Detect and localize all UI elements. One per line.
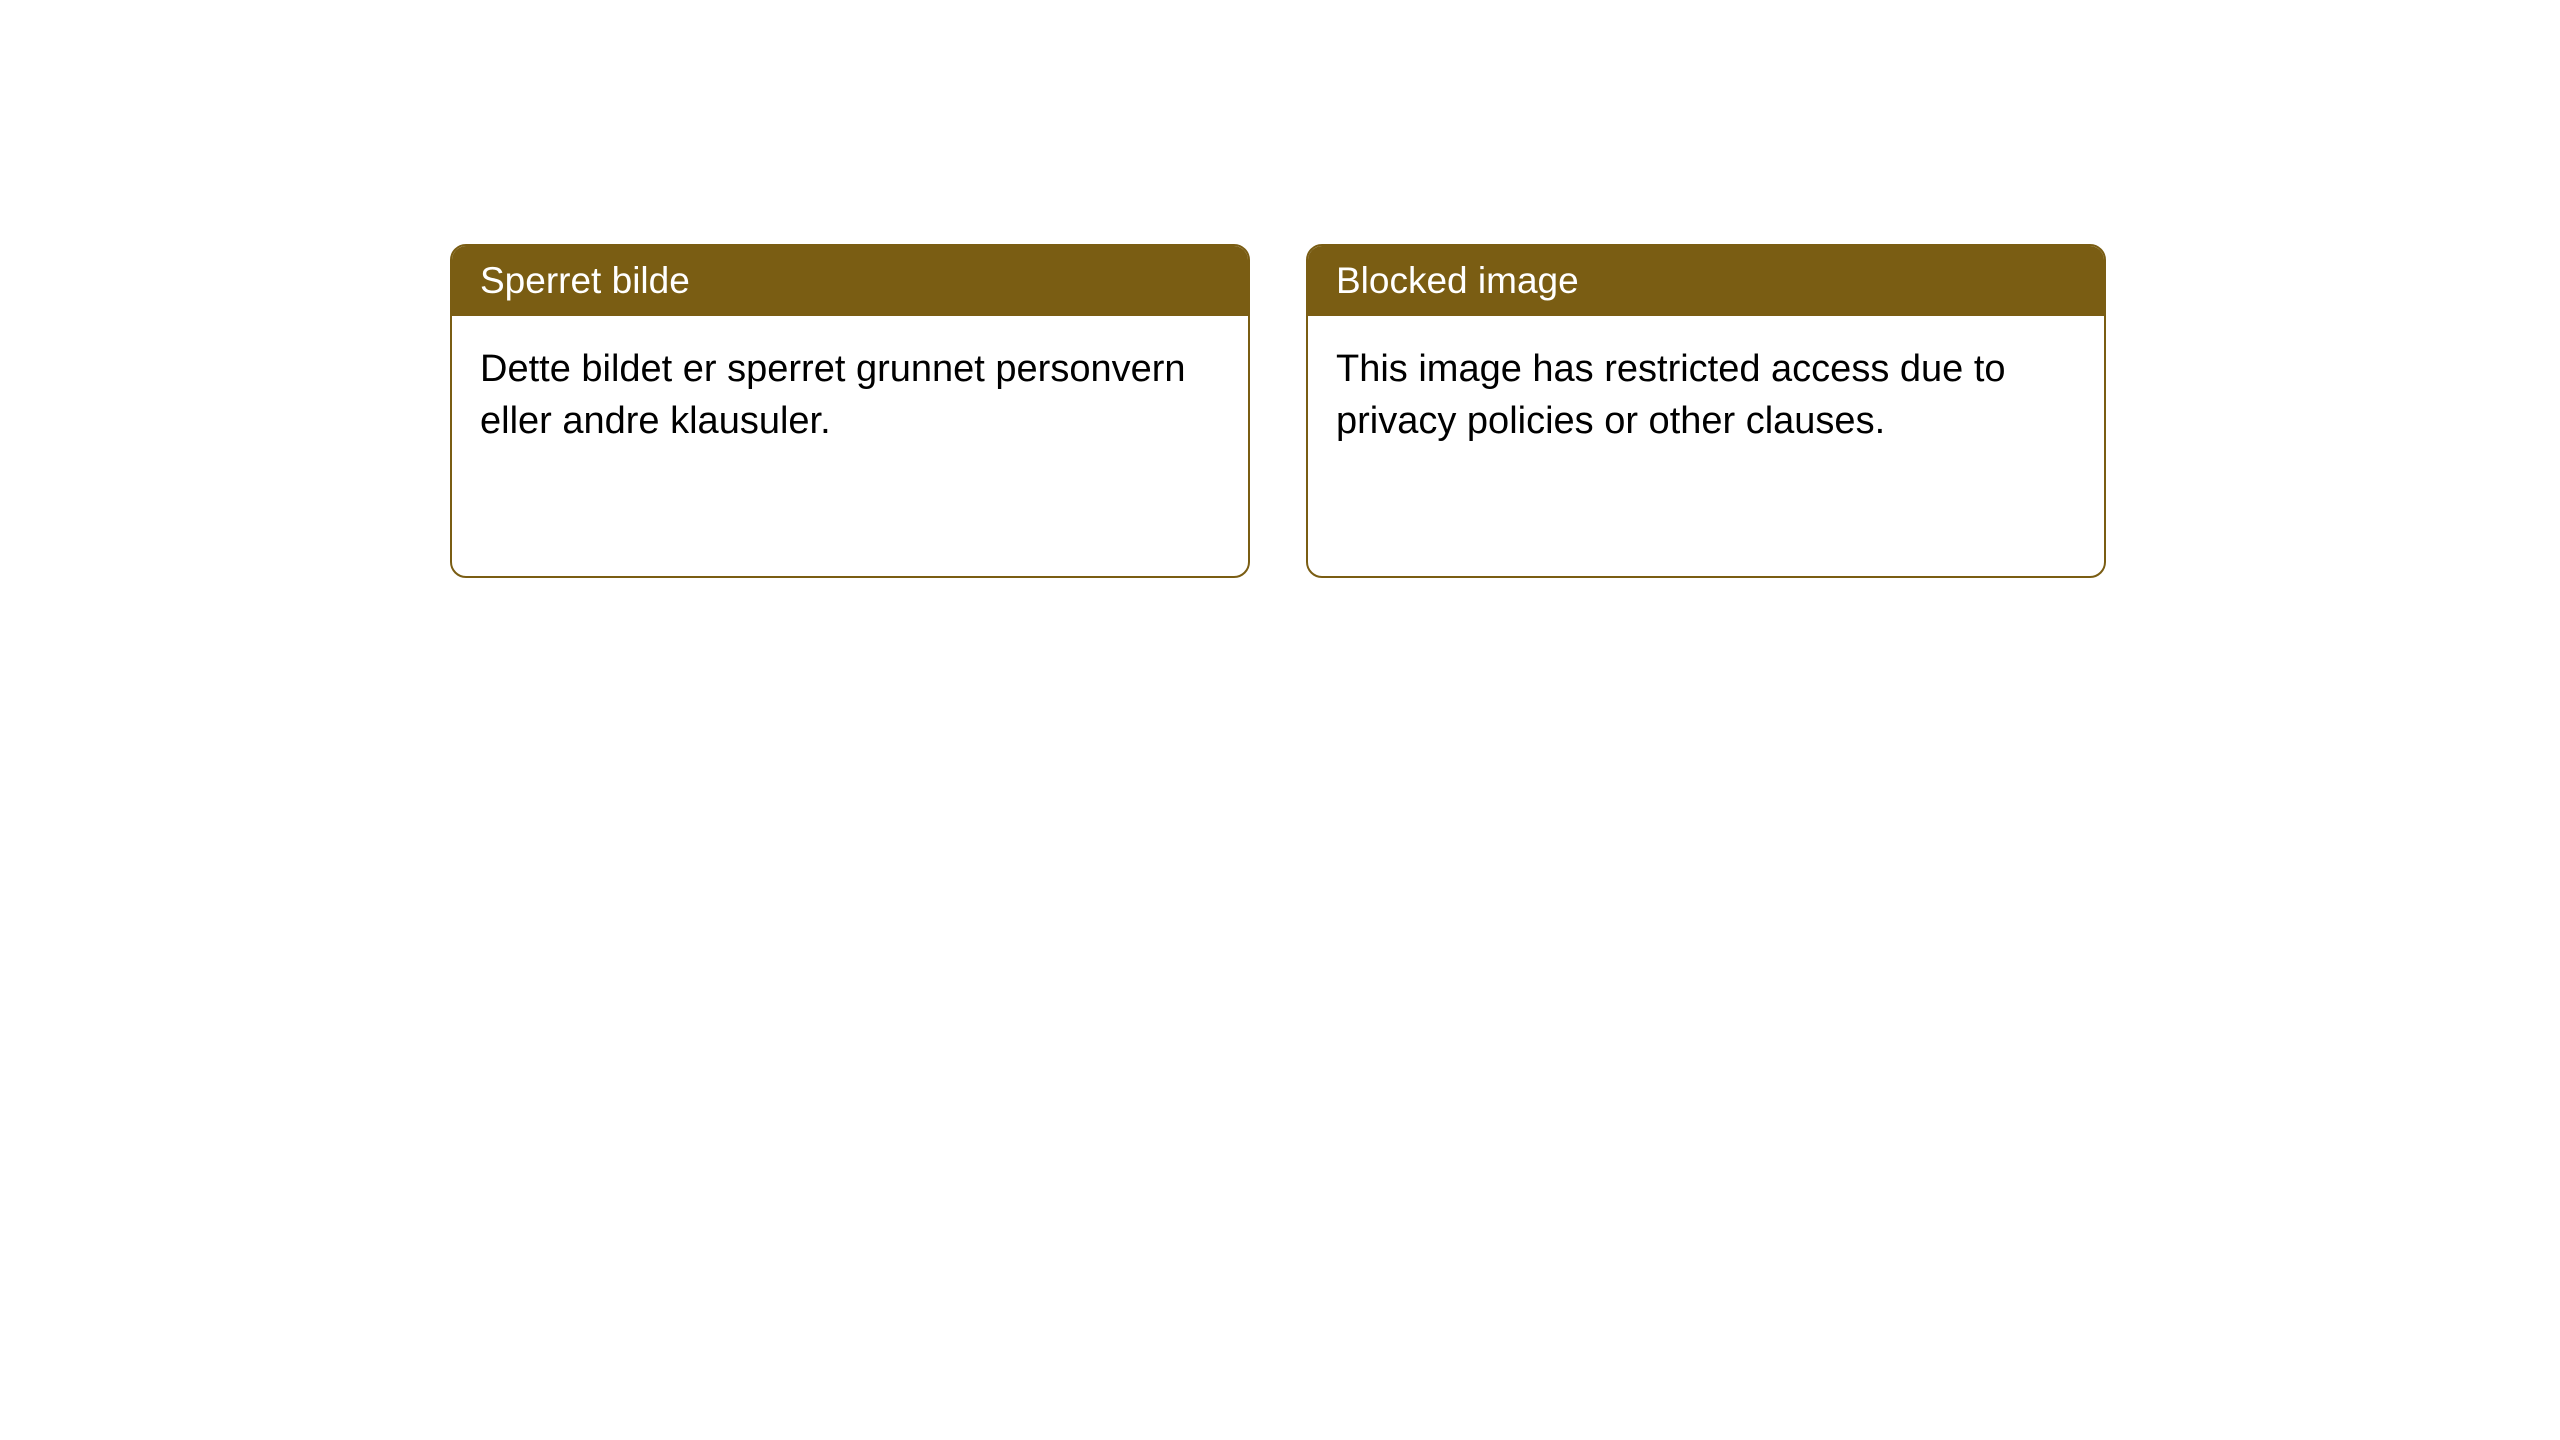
card-body: This image has restricted access due to …	[1308, 316, 2104, 475]
card-body-text: This image has restricted access due to …	[1336, 348, 2006, 442]
card-body: Dette bildet er sperret grunnet personve…	[452, 316, 1248, 475]
card-body-text: Dette bildet er sperret grunnet personve…	[480, 348, 1186, 442]
blocked-image-card-no: Sperret bilde Dette bildet er sperret gr…	[450, 244, 1250, 578]
blocked-image-card-en: Blocked image This image has restricted …	[1306, 244, 2106, 578]
card-header-text: Sperret bilde	[480, 260, 690, 301]
blocked-image-cards: Sperret bilde Dette bildet er sperret gr…	[450, 244, 2106, 578]
card-header-text: Blocked image	[1336, 260, 1579, 301]
card-header: Blocked image	[1308, 246, 2104, 316]
card-header: Sperret bilde	[452, 246, 1248, 316]
